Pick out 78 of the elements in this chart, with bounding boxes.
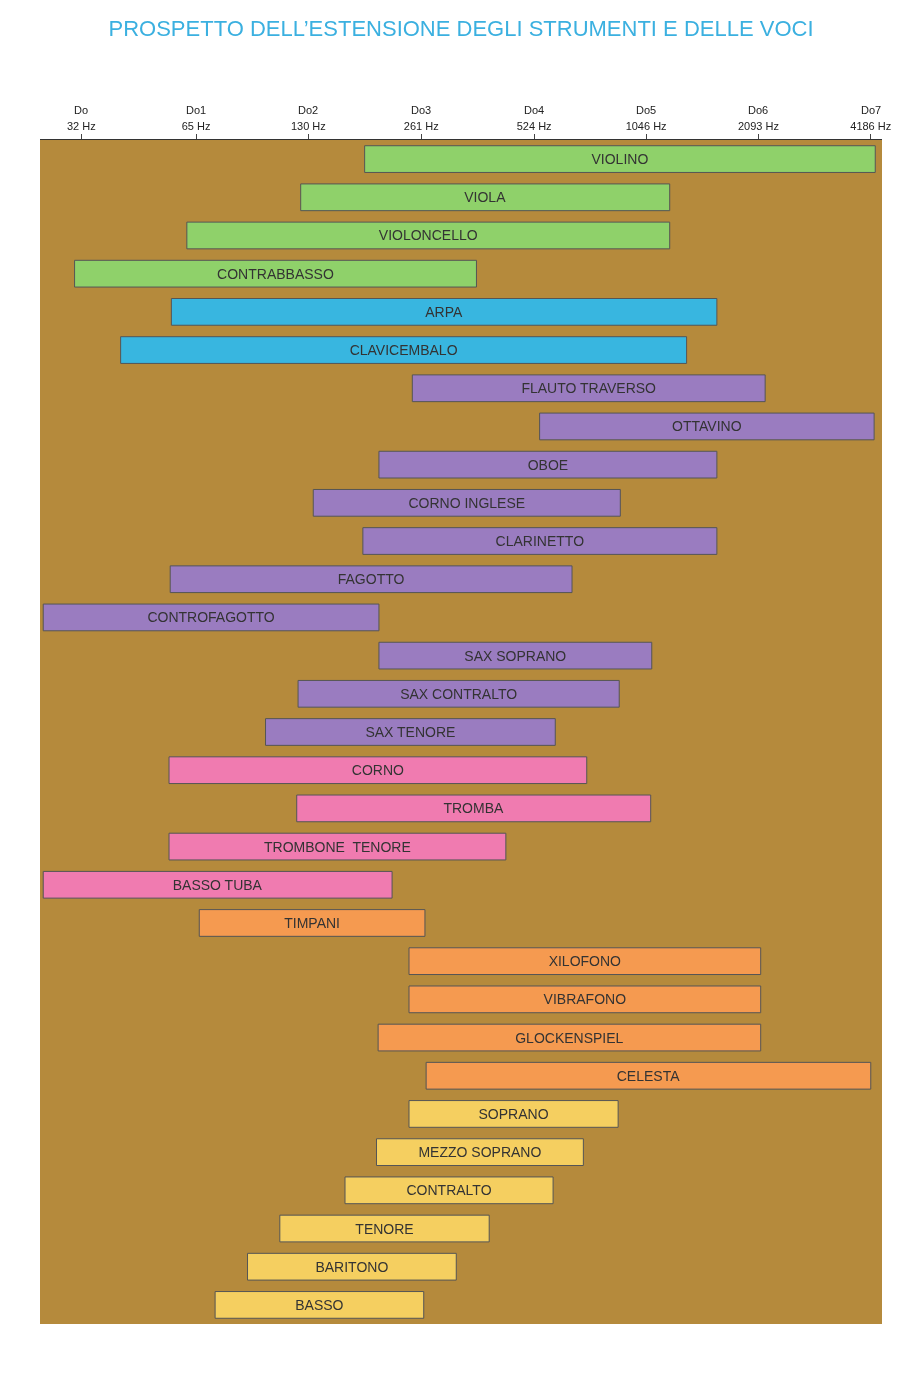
bar bbox=[42, 603, 380, 632]
bar bbox=[364, 145, 876, 173]
x-tick-label: 4186 Hz bbox=[850, 119, 892, 132]
y-tick-label: SOPRANO bbox=[478, 1105, 549, 1122]
y-tick-label: BARITONO bbox=[315, 1258, 389, 1275]
y-tick-label: XILOFONO bbox=[548, 953, 622, 970]
bar bbox=[214, 1291, 425, 1319]
y-tick-label: CLARINETTO bbox=[495, 533, 585, 550]
y-tick-label: VIOLA bbox=[464, 189, 507, 206]
bar bbox=[411, 374, 766, 403]
text: Do6 bbox=[748, 104, 769, 116]
y-tick-label: TENORE bbox=[355, 1220, 414, 1237]
bar bbox=[408, 947, 762, 976]
bar bbox=[42, 870, 393, 899]
text: Do3 bbox=[411, 104, 432, 116]
y-tick-label: CORNO INGLESE bbox=[408, 494, 526, 511]
bar bbox=[425, 1061, 872, 1090]
y-tick-label: OBOE bbox=[527, 456, 569, 473]
y-tick-label: SAX SOPRANO bbox=[464, 647, 567, 664]
y-tick-label: VIBRAFONO bbox=[543, 991, 627, 1008]
bar bbox=[408, 1100, 619, 1128]
bar bbox=[312, 488, 621, 517]
y-tick-label: CORNO bbox=[351, 762, 404, 779]
x-tick-label: 1046 Hz bbox=[625, 119, 667, 132]
chart-title: PROSPETTO DELL’ESTENSIONE DEGLI STRUMENTI E DELLE VOCI bbox=[108, 16, 814, 42]
bar bbox=[120, 336, 688, 364]
y-tick-label: SAX CONTRALTO bbox=[400, 685, 518, 702]
bar bbox=[408, 985, 762, 1014]
bar bbox=[377, 1023, 762, 1052]
bar bbox=[297, 679, 620, 708]
y-tick-label: CONTROFAGOTTO bbox=[147, 609, 275, 626]
y-tick-label: SAX TENORE bbox=[365, 724, 456, 740]
y-tick-label: CONTRALTO bbox=[406, 1182, 492, 1199]
bar bbox=[539, 412, 875, 441]
text: Do bbox=[74, 104, 89, 116]
x-tick-label: 261 Hz bbox=[403, 119, 439, 132]
y-tick-label: TROMBONE TENORE bbox=[264, 838, 411, 855]
bar bbox=[168, 832, 507, 861]
y-tick-label: TROMBA bbox=[443, 800, 504, 817]
x-tick-label: 524 Hz bbox=[516, 119, 552, 132]
bar bbox=[296, 794, 652, 823]
bar bbox=[362, 527, 718, 555]
bar bbox=[169, 565, 573, 594]
y-tick-label: CLAVICEMBALO bbox=[349, 342, 458, 359]
y-tick-label: GLOCKENSPIEL bbox=[515, 1029, 624, 1046]
bar bbox=[247, 1252, 457, 1281]
text: Do4 bbox=[524, 104, 545, 116]
bar bbox=[186, 221, 671, 250]
y-tick-label: TIMPANI bbox=[284, 914, 340, 931]
y-tick-label: MEZZO SOPRANO bbox=[418, 1144, 542, 1161]
bar bbox=[279, 1214, 490, 1243]
x-tick-label: 2093 Hz bbox=[737, 119, 779, 132]
y-tick-label: BASSO TUBA bbox=[172, 876, 263, 893]
y-tick-label: OTTAVINO bbox=[672, 418, 742, 435]
text: Do7 bbox=[861, 104, 882, 116]
y-tick-label: VIOLONCELLO bbox=[378, 227, 478, 244]
text: Do2 bbox=[298, 104, 319, 116]
bar bbox=[378, 450, 718, 479]
y-tick-label: FAGOTTO bbox=[337, 571, 405, 588]
bar bbox=[198, 909, 426, 937]
bar bbox=[378, 641, 653, 670]
bar bbox=[170, 298, 718, 326]
x-tick-label: 130 Hz bbox=[290, 119, 326, 132]
y-tick-label: BASSO bbox=[295, 1296, 344, 1313]
x-tick-label: 32 Hz bbox=[66, 119, 96, 132]
text: Do5 bbox=[636, 104, 657, 116]
y-tick-label: CELESTA bbox=[616, 1067, 681, 1084]
bar bbox=[168, 756, 588, 785]
bar bbox=[74, 259, 477, 288]
y-tick-label: VIOLINO bbox=[591, 151, 649, 168]
y-tick-label: ARPA bbox=[425, 303, 463, 320]
bar bbox=[300, 183, 671, 212]
y-tick-label: CONTRABBASSO bbox=[217, 265, 334, 282]
text: Do1 bbox=[186, 104, 207, 116]
bar bbox=[265, 718, 556, 746]
x-tick-label: 65 Hz bbox=[181, 119, 211, 132]
y-tick-label: FLAUTO TRAVERSO bbox=[521, 380, 657, 397]
bar bbox=[344, 1176, 554, 1205]
